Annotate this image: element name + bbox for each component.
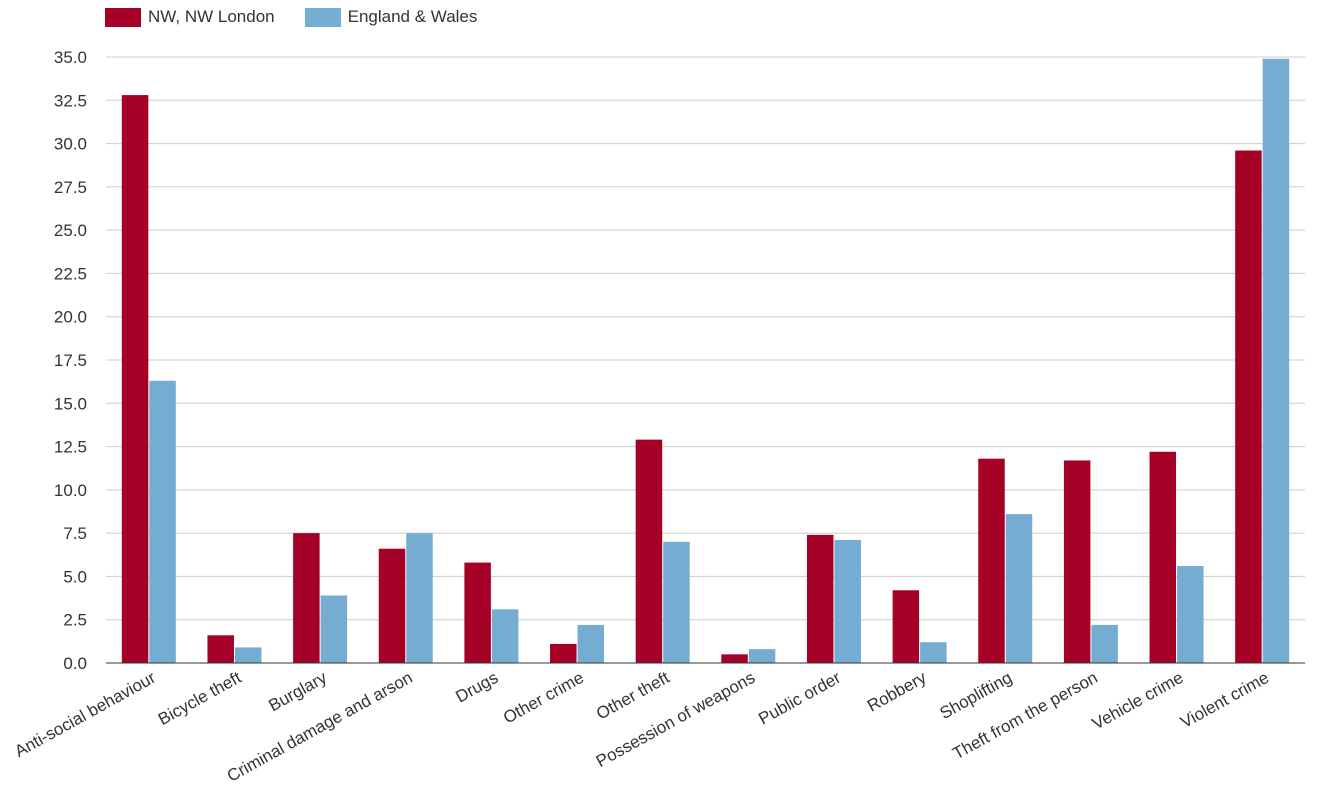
bar-england-wales xyxy=(663,541,690,663)
bar-england-wales xyxy=(1091,624,1118,663)
y-tick-label: 22.5 xyxy=(54,264,87,283)
bar-england-wales xyxy=(491,609,519,663)
bar-nw-london xyxy=(978,458,1005,663)
x-tick-label: Anti-social behaviour xyxy=(12,668,160,761)
legend-label-nw-london: NW, NW London xyxy=(148,7,275,26)
bar-england-wales xyxy=(834,540,861,663)
x-tick-label: Vehicle crime xyxy=(1089,668,1187,734)
legend-swatch-nw-london xyxy=(105,7,141,27)
bar-england-wales xyxy=(1177,566,1204,663)
bar-england-wales xyxy=(1005,514,1033,663)
y-tick-label: 30.0 xyxy=(54,135,87,154)
bar-nw-london xyxy=(293,533,320,663)
bar-england-wales xyxy=(320,595,348,663)
bar-nw-london xyxy=(121,95,149,663)
bar-nw-london xyxy=(1235,150,1262,664)
bar-england-wales xyxy=(406,533,433,663)
y-tick-label: 17.5 xyxy=(54,351,87,370)
x-tick-label: Shoplifting xyxy=(937,668,1016,723)
bar-nw-london xyxy=(721,654,748,663)
y-tick-label: 15.0 xyxy=(54,394,87,413)
y-tick-label: 7.5 xyxy=(63,524,87,543)
x-tick-label: Public order xyxy=(755,668,844,729)
y-tick-label: 20.0 xyxy=(54,308,87,327)
bar-nw-london xyxy=(635,439,663,663)
y-tick-label: 35.0 xyxy=(54,48,87,67)
bar-nw-london xyxy=(378,548,406,663)
x-tick-label: Violent crime xyxy=(1177,668,1272,732)
y-tick-label: 2.5 xyxy=(63,611,87,630)
bar-nw-london xyxy=(892,590,920,663)
y-tick-label: 0.0 xyxy=(63,654,87,673)
y-tick-label: 32.5 xyxy=(54,91,87,110)
bar-england-wales xyxy=(577,624,605,663)
x-tick-label: Theft from the person xyxy=(949,668,1100,763)
x-tick-label: Possession of weapons xyxy=(593,668,758,771)
bar-england-wales xyxy=(234,647,262,663)
x-tick-label: Other crime xyxy=(500,668,587,728)
y-tick-label: 12.5 xyxy=(54,438,87,457)
x-tick-label: Other theft xyxy=(593,668,673,724)
bar-england-wales xyxy=(149,380,176,663)
bar-nw-london xyxy=(550,643,577,663)
x-tick-label: Bicycle theft xyxy=(155,668,245,729)
bar-nw-london xyxy=(1149,451,1177,663)
bar-england-wales xyxy=(1262,58,1290,663)
y-tick-label: 27.5 xyxy=(54,178,87,197)
bar-nw-london xyxy=(1063,460,1091,663)
y-tick-label: 5.0 xyxy=(63,567,87,586)
bar-nw-london xyxy=(464,562,491,663)
y-tick-label: 25.0 xyxy=(54,221,87,240)
legend-item-nw-london[interactable]: NW, NW London xyxy=(105,7,275,27)
legend: NW, NW London England & Wales xyxy=(105,7,507,27)
legend-item-england-wales[interactable]: England & Wales xyxy=(304,7,478,27)
bar-england-wales xyxy=(920,642,947,663)
x-tick-label: Burglary xyxy=(265,668,330,716)
x-tick-label: Robbery xyxy=(864,668,930,716)
bar-nw-london xyxy=(207,635,234,663)
bar-nw-london xyxy=(806,534,834,663)
x-tick-label: Drugs xyxy=(452,668,501,707)
y-tick-label: 10.0 xyxy=(54,481,87,500)
legend-label-england-wales: England & Wales xyxy=(347,7,478,26)
bar-england-wales xyxy=(748,649,776,663)
legend-swatch-england-wales xyxy=(304,7,341,27)
